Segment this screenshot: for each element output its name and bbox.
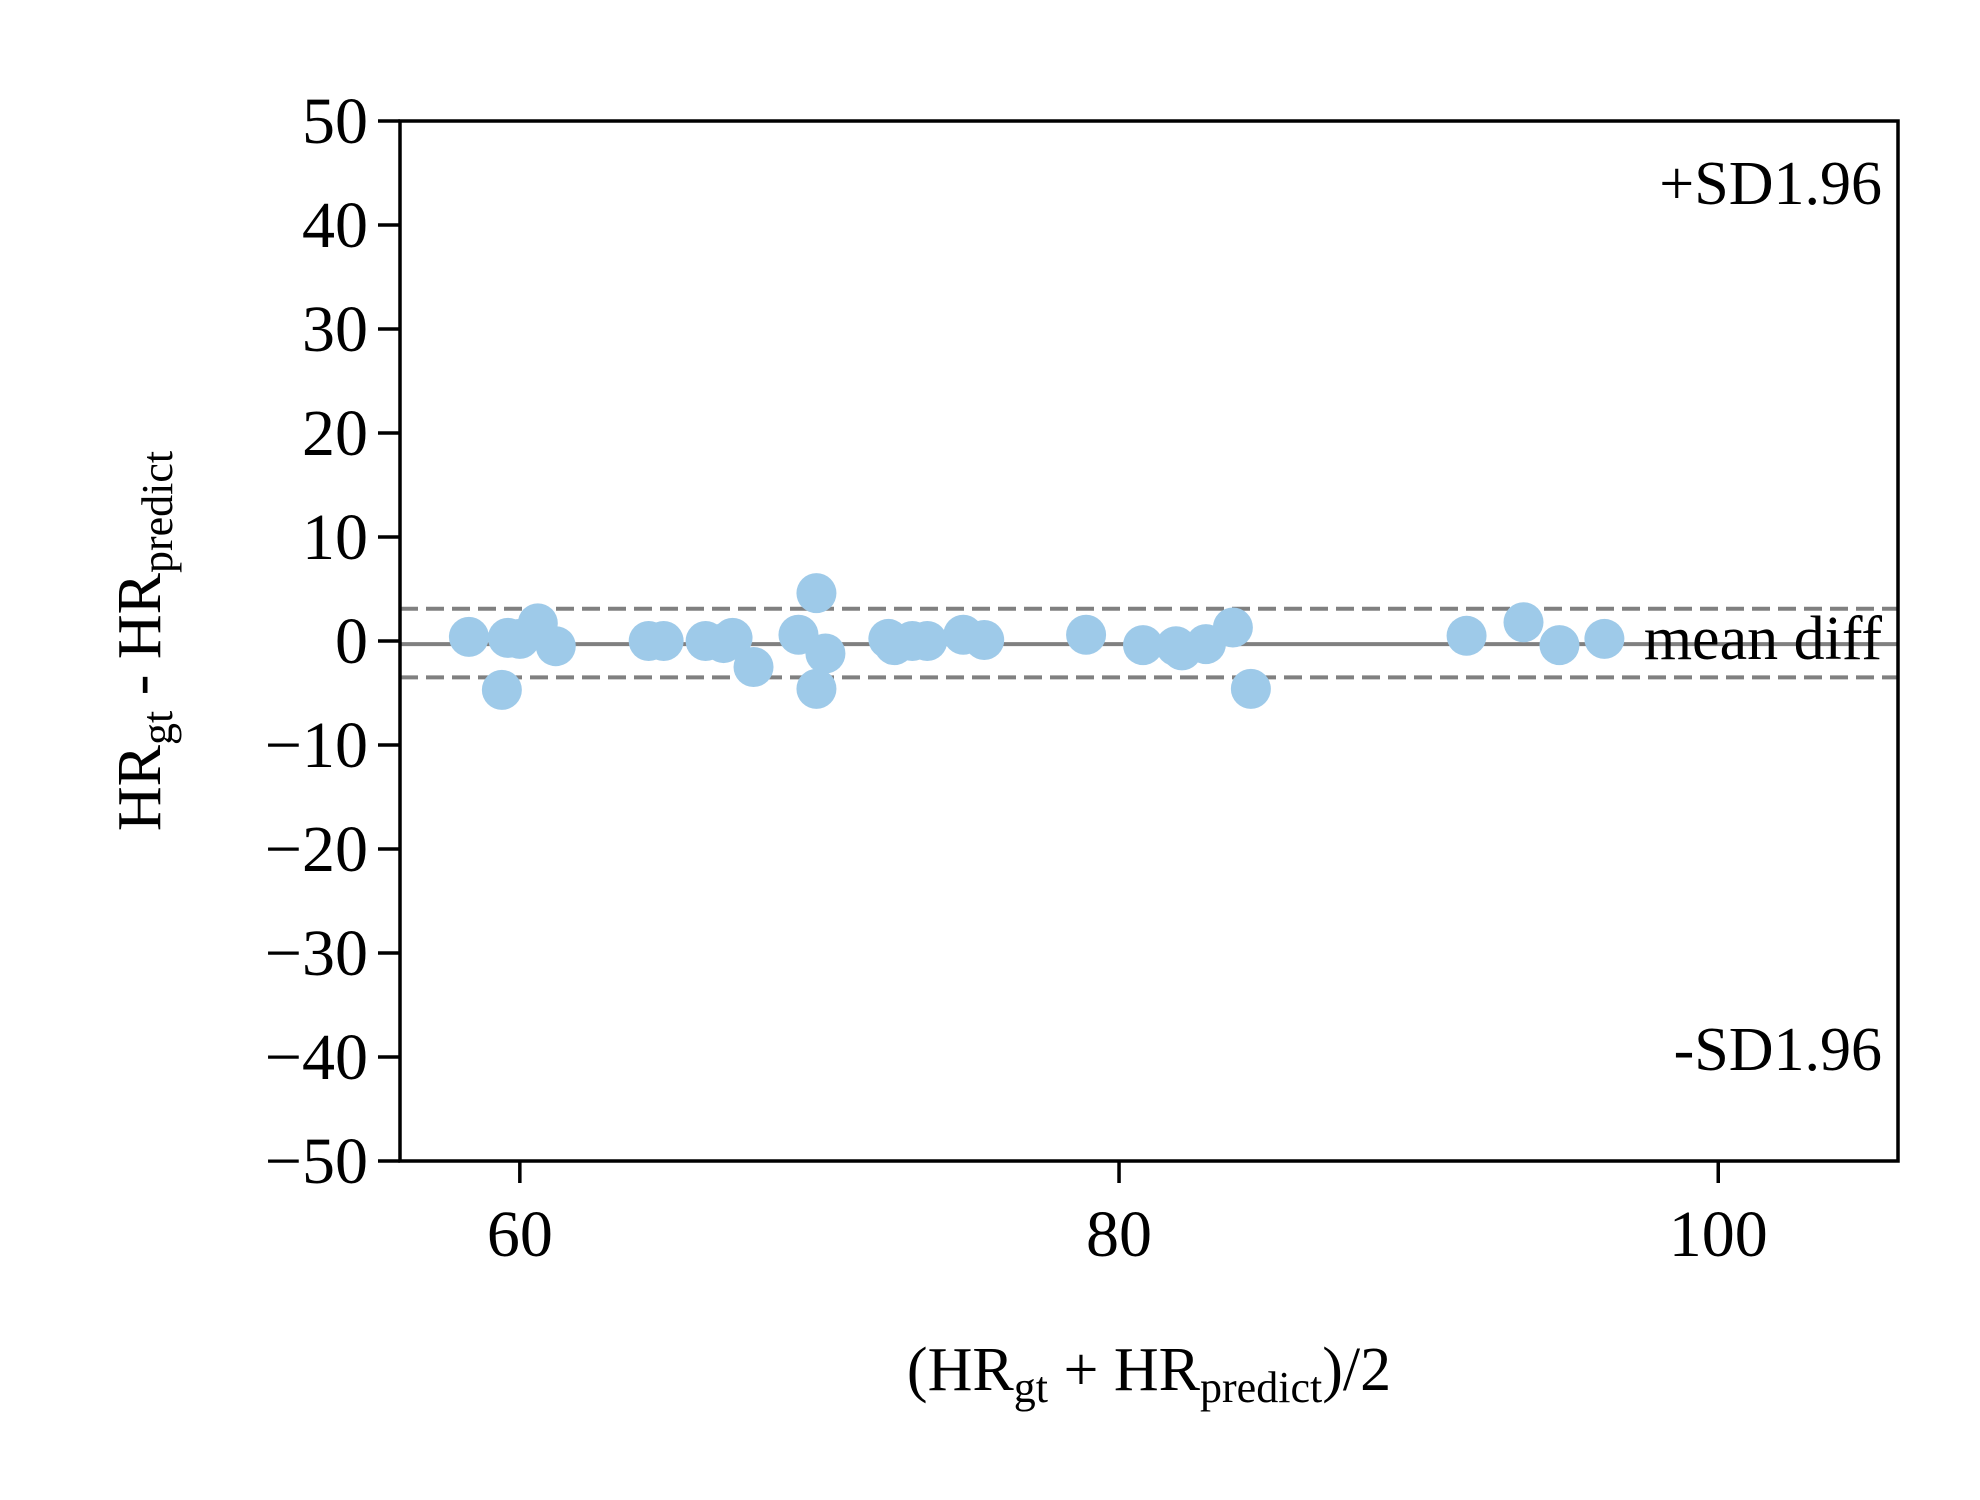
- data-point: [1446, 615, 1487, 656]
- upper-loa-label: +SD1.96: [1659, 150, 1882, 218]
- y-tick-label: −30: [265, 917, 368, 990]
- data-point: [1539, 625, 1580, 666]
- x-title-post: )/2: [1322, 1336, 1391, 1404]
- y-tick-label: 0: [335, 605, 368, 678]
- data-point: [1230, 668, 1271, 709]
- x-title-sub-predict: predict: [1200, 1363, 1322, 1412]
- data-point: [1503, 602, 1544, 643]
- y-tick-label: 50: [302, 85, 368, 158]
- y-tick-label: 40: [302, 189, 368, 262]
- data-point: [535, 626, 576, 667]
- data-point: [643, 621, 684, 661]
- data-point: [1212, 607, 1253, 648]
- data-point: [481, 669, 522, 710]
- y-title-pre: HR: [106, 744, 174, 831]
- x-tick-label: 100: [1669, 1198, 1768, 1271]
- y-tick-label: −10: [265, 709, 368, 782]
- data-point: [733, 647, 774, 687]
- data-points: [448, 573, 1625, 710]
- x-title-sub-gt: gt: [1014, 1363, 1048, 1412]
- data-point: [907, 621, 948, 661]
- data-point: [1066, 614, 1107, 655]
- data-point: [796, 668, 837, 709]
- x-title-pre: (HR: [907, 1336, 1014, 1404]
- lower-loa-label: -SD1.96: [1674, 1016, 1882, 1084]
- x-axis-ticks: 60 80 100: [487, 1161, 1768, 1271]
- y-axis-title: HRgt - HRpredict: [106, 451, 182, 831]
- y-tick-label: 30: [302, 293, 368, 366]
- y-tick-label: −40: [265, 1021, 368, 1094]
- data-point: [964, 619, 1005, 660]
- y-tick-label: 10: [302, 501, 368, 574]
- y-tick-label: 20: [302, 397, 368, 470]
- y-tick-label: −20: [265, 813, 368, 886]
- y-title-mid: - HR: [106, 572, 174, 710]
- data-point: [448, 616, 489, 657]
- data-point: [1584, 618, 1625, 659]
- y-axis-ticks: 50 40 30 20 10 0 −10 −20 −30 −40 −50: [265, 85, 400, 1198]
- y-title-sub-gt: gt: [133, 711, 182, 745]
- x-tick-label: 60: [487, 1198, 553, 1271]
- y-title-sub-predict: predict: [133, 451, 182, 573]
- x-tick-label: 80: [1086, 1198, 1152, 1271]
- x-title-mid: + HR: [1048, 1336, 1201, 1404]
- data-point: [796, 573, 837, 614]
- data-point: [805, 633, 846, 674]
- data-point: [1123, 625, 1164, 666]
- y-tick-label: −50: [265, 1125, 368, 1198]
- data-point: [712, 617, 753, 658]
- mean-diff-label: mean diff: [1644, 605, 1883, 673]
- x-axis-title: (HRgt + HRpredict)/2: [907, 1336, 1391, 1412]
